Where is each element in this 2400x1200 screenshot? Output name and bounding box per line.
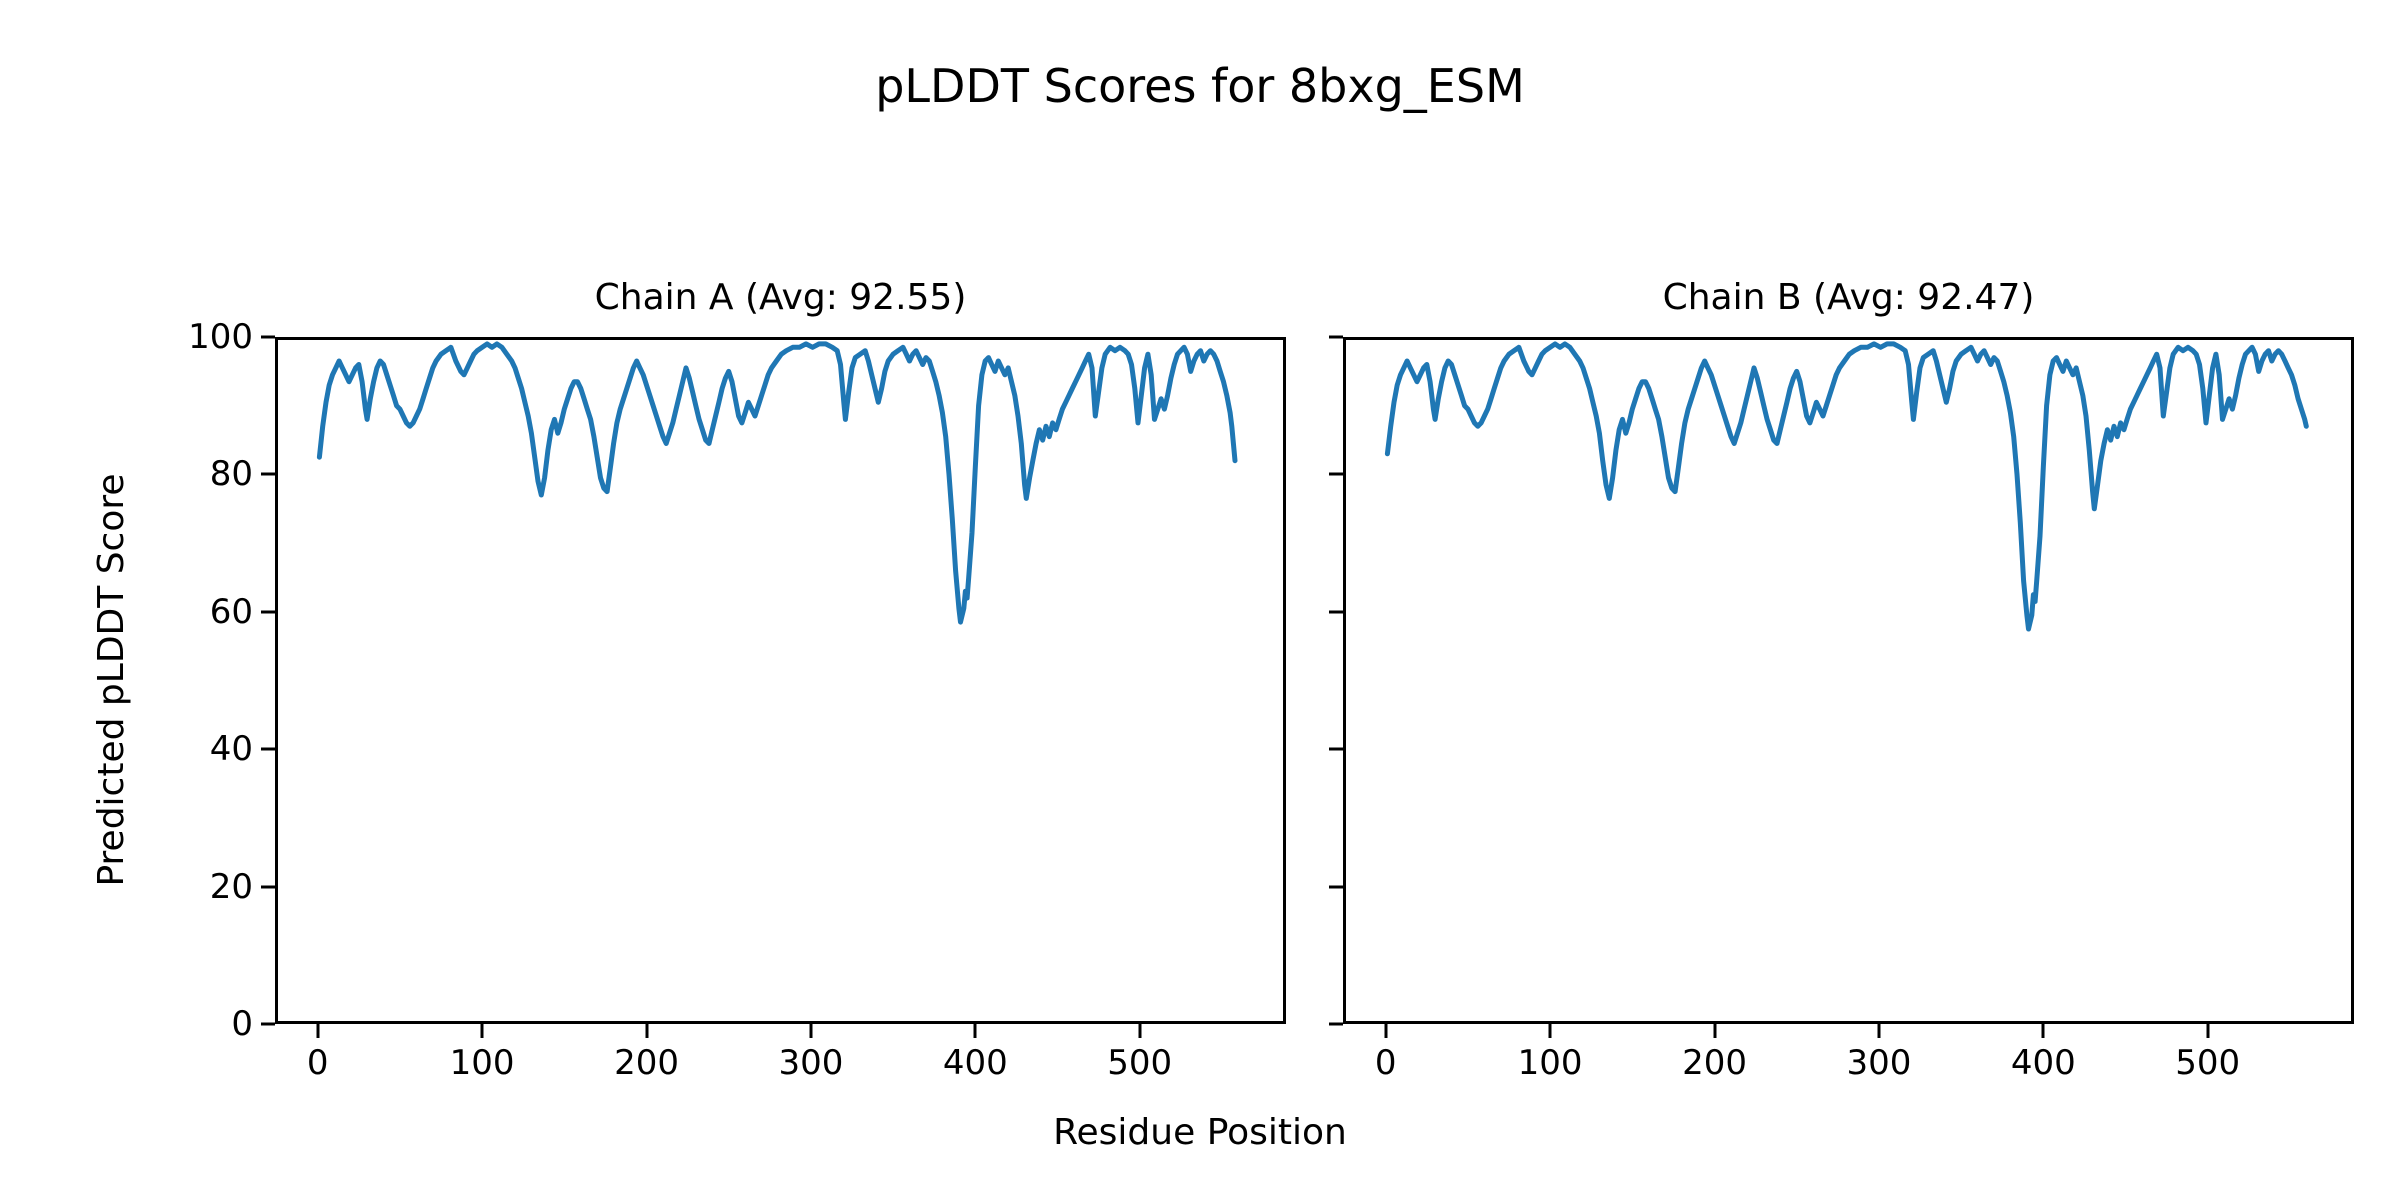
axes-frame (1343, 337, 2354, 1024)
y-tick-mark (261, 335, 275, 339)
y-tick-label: 100 (188, 317, 253, 357)
y-tick-mark (261, 747, 275, 751)
x-tick-label: 400 (942, 1043, 1008, 1083)
plddt-line (1384, 341, 2309, 632)
x-tick-mark (1877, 1024, 1881, 1038)
chart-chain-a: 0 100 200 300 400 500 0 20 40 60 80 100 (188, 320, 1286, 1080)
y-tick-mark (1329, 885, 1343, 889)
x-tick-mark (2206, 1024, 2210, 1038)
y-tick-label: 20 (209, 866, 253, 907)
y-tick-label: 80 (209, 454, 253, 495)
plddt-line (316, 341, 1238, 625)
x-tick-mark (316, 1024, 320, 1038)
x-tick-label: 400 (2010, 1043, 2076, 1083)
y-tick-label: 40 (209, 729, 253, 770)
y-tick-mark (1329, 747, 1343, 751)
subplot-title-chain-a: Chain A (Avg: 92.55) (594, 277, 967, 318)
chart-chain-b: 0 100 200 300 400 500 (1329, 335, 2354, 1080)
figure-title: pLDDT Scores for 8bxg_ESM (875, 59, 1525, 113)
x-tick-label: 200 (1682, 1043, 1747, 1083)
x-tick-mark (645, 1024, 649, 1038)
x-axis-label: Residue Position (1053, 1112, 1347, 1153)
y-tick-mark (1329, 1022, 1343, 1026)
x-tick-label: 200 (614, 1043, 679, 1083)
x-tick-label: 300 (778, 1043, 844, 1083)
x-tick-label: 0 (1374, 1043, 1397, 1083)
x-tick-mark (1384, 1024, 1388, 1038)
plot-area (1343, 337, 2354, 1024)
y-axis-label: Predicted pLDDT Score (91, 473, 132, 887)
x-tick-mark (973, 1024, 977, 1038)
x-tick-label: 100 (449, 1043, 515, 1083)
plot-area (275, 337, 1286, 1024)
x-tick-label: 300 (1846, 1043, 1912, 1083)
y-tick-label: 0 (231, 1004, 253, 1044)
y-tick-mark (261, 472, 275, 476)
x-tick-mark (1138, 1024, 1142, 1038)
x-tick-label: 0 (306, 1043, 329, 1083)
y-tick-mark (1329, 335, 1343, 339)
axes-frame (275, 337, 1286, 1024)
x-tick-mark (480, 1024, 484, 1038)
y-tick-mark (261, 610, 275, 614)
y-tick-mark (1329, 610, 1343, 614)
x-tick-mark (1713, 1024, 1717, 1038)
x-tick-label: 500 (1107, 1043, 1173, 1083)
x-tick-mark (1548, 1024, 1552, 1038)
x-tick-label: 500 (2175, 1043, 2241, 1083)
y-tick-label: 60 (209, 591, 253, 632)
y-tick-mark (261, 885, 275, 889)
x-tick-mark (2041, 1024, 2045, 1038)
x-tick-label: 100 (1517, 1043, 1583, 1083)
x-tick-mark (809, 1024, 813, 1038)
subplot-title-chain-b: Chain B (Avg: 92.47) (1662, 277, 2035, 318)
y-tick-mark (261, 1022, 275, 1026)
y-tick-mark (1329, 472, 1343, 476)
